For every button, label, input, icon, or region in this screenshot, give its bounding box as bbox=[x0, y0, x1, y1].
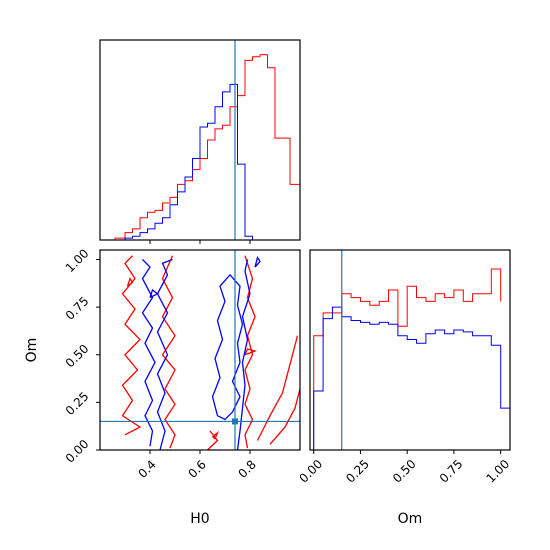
om-tick-label-3: 0.75 bbox=[63, 294, 92, 323]
contour-blue-5 bbox=[149, 288, 159, 299]
h0-tick-label-2: 0.8 bbox=[235, 457, 258, 480]
contour-red-2 bbox=[244, 255, 256, 449]
om-histogram-blue bbox=[313, 306, 511, 450]
contour-red-4 bbox=[269, 388, 301, 445]
contour-blue-3 bbox=[236, 259, 251, 451]
om-tick-label-4: 1.00 bbox=[63, 246, 92, 275]
contour-blue-1 bbox=[156, 258, 173, 451]
om-marginal-frame bbox=[309, 249, 511, 451]
h0-axis-label: H0 bbox=[190, 511, 209, 527]
h0-marginal-panel bbox=[99, 39, 301, 244]
h0-histogram-red bbox=[114, 54, 301, 240]
om-marginal-axis-label: Om bbox=[398, 511, 423, 527]
om-histogram-red bbox=[313, 268, 502, 450]
contour-red-3 bbox=[256, 335, 299, 441]
contour-blue-4 bbox=[254, 256, 261, 268]
om-marginal-tick-label-4: 1.00 bbox=[483, 457, 512, 486]
contour-red-7 bbox=[212, 430, 220, 440]
contour-blue-2 bbox=[211, 273, 244, 421]
contour-red-6 bbox=[126, 277, 134, 287]
truth-marker bbox=[232, 418, 238, 425]
om-axis-label: Om bbox=[24, 338, 40, 363]
om-tick-label-1: 0.25 bbox=[63, 389, 92, 418]
contour-red-8 bbox=[244, 348, 258, 356]
om-tick-label-0: 0.00 bbox=[63, 437, 92, 466]
om-marginal-tick-label-1: 0.25 bbox=[343, 457, 372, 486]
om-marginal-tick-label-0: 0.00 bbox=[297, 457, 326, 486]
om-marginal-tick-label-2: 0.50 bbox=[390, 457, 419, 486]
h0-histogram-blue bbox=[124, 83, 253, 240]
contour-red-5 bbox=[207, 430, 219, 451]
h0-marginal-frame bbox=[99, 39, 301, 241]
contour-blue-0 bbox=[141, 259, 156, 447]
om-marginal-tick-label-3: 0.75 bbox=[437, 457, 466, 486]
h0-tick-label-1: 0.6 bbox=[185, 457, 208, 480]
contour-red-0 bbox=[121, 255, 142, 436]
h0-tick-label-0: 0.4 bbox=[135, 457, 158, 480]
contour-red-1 bbox=[161, 255, 176, 449]
om-marginal-panel: 0.00 0.25 0.50 0.75 1.00 Om bbox=[297, 249, 512, 527]
h0-om-contour-panel: 0.4 0.6 0.8 0.00 0.25 0.50 0.75 1.00 H0 Om bbox=[24, 246, 301, 527]
om-tick-label-2: 0.50 bbox=[63, 342, 92, 371]
